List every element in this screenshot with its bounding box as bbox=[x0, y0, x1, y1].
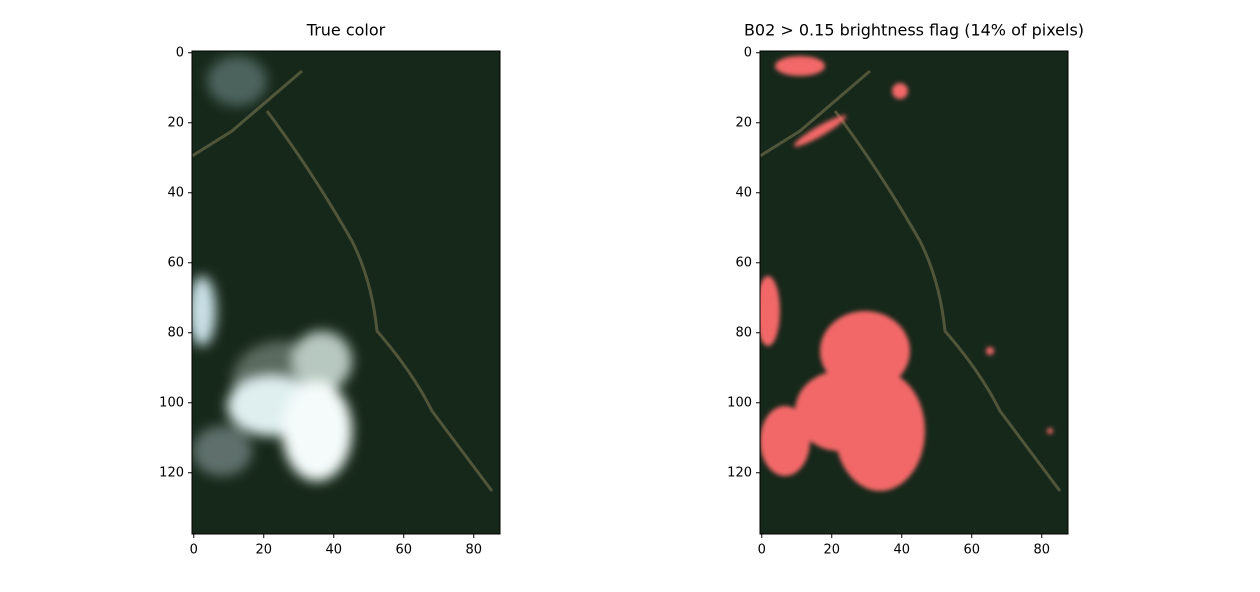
y-tick-label: 60 bbox=[735, 255, 752, 270]
brightness-flag-image bbox=[760, 51, 1068, 534]
axes-frame bbox=[191, 50, 501, 535]
y-tick-label: 100 bbox=[159, 395, 184, 410]
x-tick-label: 40 bbox=[325, 543, 342, 558]
y-tick-label: 100 bbox=[727, 395, 752, 410]
y-tick-label: 40 bbox=[735, 185, 752, 200]
x-tick-label: 80 bbox=[1033, 543, 1050, 558]
true-color-image bbox=[192, 51, 500, 534]
y-tick-label: 120 bbox=[159, 465, 184, 480]
y-tick-label: 0 bbox=[744, 45, 752, 60]
y-tick-label: 80 bbox=[167, 325, 184, 340]
chart-title: B02 > 0.15 brightness flag (14% of pixel… bbox=[744, 21, 1084, 40]
y-tick-label: 120 bbox=[727, 465, 752, 480]
x-tick-label: 20 bbox=[255, 543, 272, 558]
chart-title: True color bbox=[306, 21, 386, 40]
x-tick-label: 60 bbox=[963, 543, 980, 558]
x-tick-label: 60 bbox=[395, 543, 412, 558]
x-tick-label: 20 bbox=[823, 543, 840, 558]
y-tick-label: 20 bbox=[167, 115, 184, 130]
y-tick-label: 60 bbox=[167, 255, 184, 270]
y-tick-label: 20 bbox=[735, 115, 752, 130]
x-tick-label: 0 bbox=[758, 543, 766, 558]
x-tick-label: 0 bbox=[190, 543, 198, 558]
y-tick-label: 0 bbox=[176, 45, 184, 60]
x-tick-label: 40 bbox=[893, 543, 910, 558]
x-tick-label: 80 bbox=[465, 543, 482, 558]
axes-frame bbox=[759, 50, 1069, 535]
y-tick-label: 40 bbox=[167, 185, 184, 200]
y-tick-label: 80 bbox=[735, 325, 752, 340]
